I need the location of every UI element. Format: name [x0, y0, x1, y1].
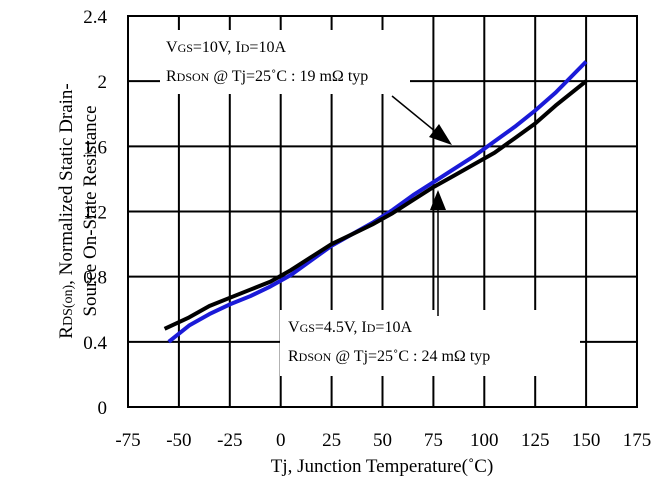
annotation-10v-arrow: [391, 95, 452, 145]
y-tick-label: 2.4: [83, 7, 107, 28]
annotation-10v-background: [160, 30, 410, 94]
x-axis-title: Tj, Junction Temperature(˚C): [271, 456, 494, 477]
x-tick-label: 25: [322, 430, 341, 451]
annotation-4-5v-background: [280, 310, 580, 376]
y-axis-title: RDS(on), Normalized Static Drain- Source…: [56, 83, 101, 338]
plot-frame: [127, 15, 638, 408]
annotation-10v-conditions: VGS=10V, ID=10A: [166, 39, 286, 56]
x-tick-label: 100: [470, 430, 499, 451]
x-tick-label: 75: [424, 430, 443, 451]
x-tick-label: 175: [623, 430, 652, 451]
series-line-black: [163, 79, 588, 331]
x-tick-label: -50: [166, 430, 191, 451]
annotation-4-5v-arrow: [430, 190, 446, 316]
series-line-blue: [167, 60, 588, 344]
y-tick-label: 0.4: [83, 333, 107, 354]
x-tick-label: 50: [373, 430, 392, 451]
y-tick-labels: 0 0.4 0.8 1.2 1.6 2 2.4: [83, 7, 107, 419]
y-tick-label: 0: [98, 398, 108, 419]
x-tick-label: 125: [521, 430, 550, 451]
x-tick-label: 150: [572, 430, 601, 451]
annotation-vgs-4-5v: VGS=4.5V, ID=10A RDSON @ Tj=25˚C : 24 mΩ…: [288, 319, 490, 365]
annotation-backgrounds: [160, 30, 580, 376]
y-tick-label: 2: [98, 72, 108, 93]
x-tick-label: -75: [115, 430, 140, 451]
y-tick-label: 0.8: [83, 268, 107, 289]
annotation-4-5v-conditions: VGS=4.5V, ID=10A: [288, 319, 412, 336]
y-axis-title-line2: Source On-State Resistance: [80, 105, 101, 316]
annotation-vgs-10v: VGS=10V, ID=10A RDSON @ Tj=25˚C : 19 mΩ …: [166, 39, 368, 85]
x-tick-labels: -75 -50 -25 0 25 50 75 100 125 150 175: [115, 430, 651, 451]
x-tick-label: 0: [276, 430, 286, 451]
annotation-4-5v-rdson: RDSON @ Tj=25˚C : 24 mΩ typ: [288, 348, 490, 365]
y-tick-label: 1.6: [83, 137, 107, 158]
y-axis-title-line1: RDS(on), Normalized Static Drain-: [56, 83, 77, 338]
y-tick-label: 1.2: [83, 203, 107, 224]
x-tick-label: -25: [217, 430, 242, 451]
annotation-10v-rdson: RDSON @ Tj=25˚C : 19 mΩ typ: [166, 68, 368, 85]
series-layer: [163, 60, 588, 344]
